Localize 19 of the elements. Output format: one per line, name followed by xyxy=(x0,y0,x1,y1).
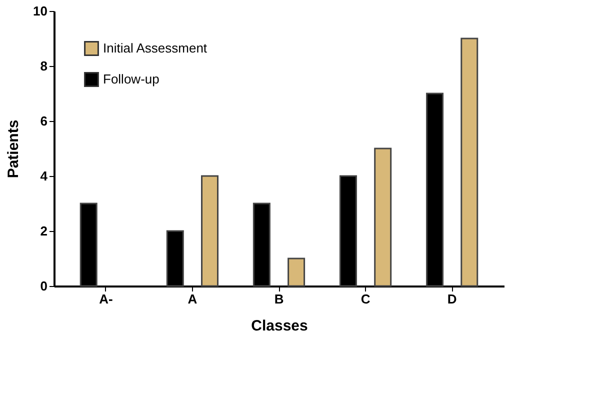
x-tick-label: D xyxy=(447,292,457,306)
y-tick-label: 2 xyxy=(40,224,48,238)
x-tick-label: A xyxy=(188,292,198,306)
x-tick-label: C xyxy=(360,292,371,306)
legend-label: Initial Assessment xyxy=(103,40,208,56)
y-tick-label: 6 xyxy=(40,114,48,128)
bar xyxy=(288,258,306,287)
x-tick-label: B xyxy=(274,292,284,306)
x-tick-label: A- xyxy=(99,292,113,306)
legend-label: Follow-up xyxy=(103,72,160,86)
x-axis-title: Classes xyxy=(251,318,308,334)
y-tick-label: 4 xyxy=(40,168,48,184)
bar xyxy=(460,38,478,287)
y-tick-label: 8 xyxy=(40,58,48,74)
bar xyxy=(201,175,219,287)
y-axis-title: Patients xyxy=(5,120,22,178)
bar xyxy=(374,148,392,287)
y-tick-label: 0 xyxy=(40,278,48,294)
y-tick-label: 10 xyxy=(33,4,48,18)
